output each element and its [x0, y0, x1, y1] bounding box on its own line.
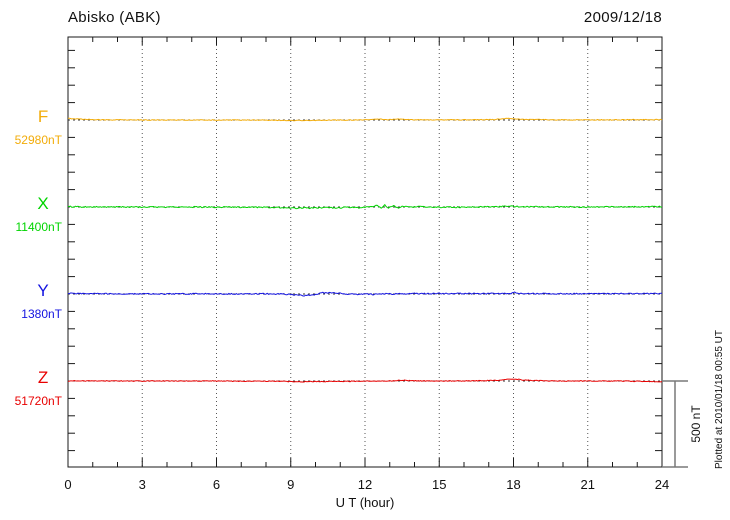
plotted-note: Plotted at 2010/01/18 00:55 UT — [714, 330, 725, 469]
series-value-Y: 1380nT — [21, 307, 62, 321]
x-tick-label-0: 0 — [64, 477, 71, 492]
trace-Y — [67, 291, 663, 297]
plot-date: 2009/12/18 — [583, 9, 662, 26]
x-tick-label-12: 12 — [358, 477, 372, 492]
x-tick-label-24: 24 — [655, 477, 669, 492]
x-axis-title: U T (hour) — [336, 495, 395, 510]
trace-X — [67, 204, 662, 210]
scale-bar-label: 500 nT — [689, 405, 703, 443]
x-tick-label-6: 6 — [213, 477, 220, 492]
series-letter-Z: Z — [38, 368, 48, 387]
trace-Z — [68, 378, 663, 383]
station-title: Abisko (ABK) — [68, 9, 161, 26]
x-tick-label-9: 9 — [287, 477, 294, 492]
series-letter-X: X — [37, 194, 48, 213]
series-letter-Y: Y — [37, 281, 48, 300]
x-tick-label-3: 3 — [139, 477, 146, 492]
series-letter-F: F — [38, 107, 48, 126]
series-value-X: 11400nT — [16, 220, 63, 234]
x-tick-label-21: 21 — [581, 477, 595, 492]
x-tick-label-15: 15 — [432, 477, 446, 492]
series-value-Z: 51720nT — [15, 394, 63, 408]
series-value-F: 52980nT — [15, 133, 63, 147]
trace-F — [68, 117, 663, 122]
plot-frame — [67, 36, 663, 468]
x-tick-label-18: 18 — [506, 477, 520, 492]
